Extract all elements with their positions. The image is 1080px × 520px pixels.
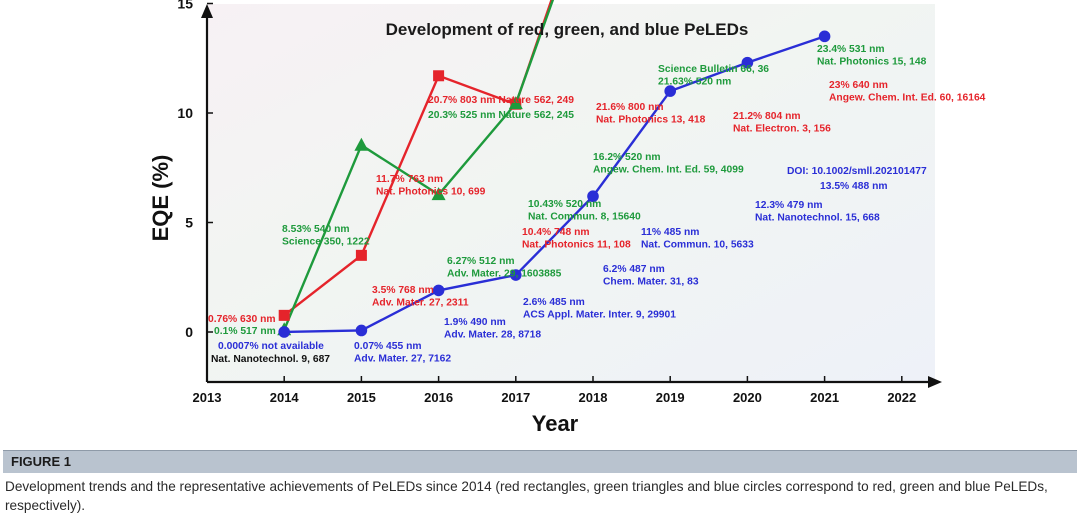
data-annotation: 20.3% 525 nm Nature 562, 245 (428, 110, 574, 121)
data-annotation: 1.9% 490 nm Adv. Mater. 28, 8718 (444, 317, 541, 341)
data-annotation: 0.1% 517 nm (214, 326, 276, 337)
series-green-point (431, 187, 446, 201)
data-annotation: 11% 485 nm Nat. Commun. 10, 5633 (641, 227, 754, 251)
series-green-line (283, 0, 555, 331)
series-blue-point (741, 56, 754, 69)
x-tick-label: 2016 (424, 390, 453, 405)
figure-label: FIGURE 1 (11, 454, 71, 469)
x-tick-label: 2022 (887, 390, 916, 405)
plot-background (207, 4, 935, 382)
y-tick-label: 5 (185, 215, 193, 231)
figure-label-bar: FIGURE 1 (3, 450, 1077, 473)
series-blue-point (432, 284, 445, 297)
data-annotation: Science Bulletin 66, 36 21.63% 520 nm (658, 64, 769, 88)
chart: 2013 2014 2015 2016 2017 2018 2019 2020 2021 2022… (148, 0, 986, 436)
series-red-point (433, 70, 445, 82)
y-axis-label: EQE (%) (148, 155, 173, 242)
series-blue-line (284, 35, 825, 334)
data-annotation: 23.4% 531 nm Nat. Photonics 15, 148 (817, 44, 927, 68)
series-red-point (278, 309, 290, 321)
x-axis-arrow (928, 376, 942, 388)
data-annotation: Nat. Nanotechnol. 9, 687 (211, 354, 330, 365)
series-green-point (354, 137, 369, 151)
data-annotation: 3.5% 768 nm Adv. Mater. 27, 2311 (372, 285, 469, 309)
x-tick-label: 2018 (579, 390, 608, 405)
data-annotation: 20.7% 803 nm Nature 562, 249 (428, 95, 574, 106)
series-blue-point (664, 85, 676, 97)
series-red-point (355, 249, 367, 261)
y-tick-label: 10 (177, 105, 193, 121)
data-annotation: 8.53% 540 nm Science 350, 1222 (282, 224, 370, 248)
x-tick-label: 2020 (733, 390, 762, 405)
data-annotation: 0.0007% not available (218, 341, 324, 352)
x-tick-label: 2017 (501, 390, 530, 405)
data-annotation: 10.4% 748 nm Nat. Photonics 11, 108 (522, 227, 631, 251)
data-annotation: DOI: 10.1002/smll.202101477 (787, 166, 927, 177)
series-blue-point (355, 324, 368, 337)
data-annotation: 16.2% 520 nm Angew. Chem. Int. Ed. 59, 40… (593, 152, 744, 176)
y-tick-label: 15 (177, 0, 193, 12)
figure-caption: Development trends and the representativ… (5, 479, 1048, 513)
data-annotation: 0.07% 455 nm Adv. Mater. 27, 7162 (354, 341, 451, 365)
series-green-point (508, 96, 523, 110)
x-axis-label: Year (532, 411, 579, 436)
data-annotation: 6.2% 487 nm Chem. Mater. 31, 83 (603, 264, 699, 288)
series-blue-point (278, 326, 291, 338)
x-tick-label: 2019 (656, 390, 685, 405)
data-annotation: 0.76% 630 nm (208, 314, 276, 325)
y-axis-arrow (201, 4, 213, 18)
data-annotation: 6.27% 512 nm Adv. Mater. 29, 1603885 (447, 256, 562, 280)
data-annotation: 13.5% 488 nm (820, 181, 888, 192)
data-annotation: 12.3% 479 nm Nat. Nanotechnol. 15, 668 (755, 200, 880, 224)
data-annotation: 11.7% 763 nm Nat. Photonics 10, 699 (376, 174, 486, 198)
x-tick-label: 2015 (347, 390, 376, 405)
data-annotation: 21.2% 804 nm Nat. Electron. 3, 156 (733, 111, 831, 135)
data-annotation: 21.6% 800 nm Nat. Photonics 13, 418 (596, 102, 706, 126)
x-tick-label: 2013 (193, 390, 222, 405)
data-annotation: 2.6% 485 nm ACS Appl. Mater. Inter. 9, 29… (523, 297, 676, 321)
series-blue-point (818, 30, 831, 43)
series-blue-point (587, 190, 599, 203)
chart-title: Development of red, green, and blue PeLE… (386, 20, 749, 39)
x-tick-label: 2014 (270, 390, 300, 405)
x-tick-label: 2021 (810, 390, 839, 405)
series-red-line (283, 0, 553, 317)
series-blue-point (510, 269, 522, 281)
y-tick-label: 0 (185, 324, 193, 340)
data-annotation: 23% 640 nm Angew. Chem. Int. Ed. 60, 1616… (829, 80, 986, 104)
data-annotation: 10.43% 520 nm Nat. Commun. 8, 15640 (528, 199, 641, 223)
